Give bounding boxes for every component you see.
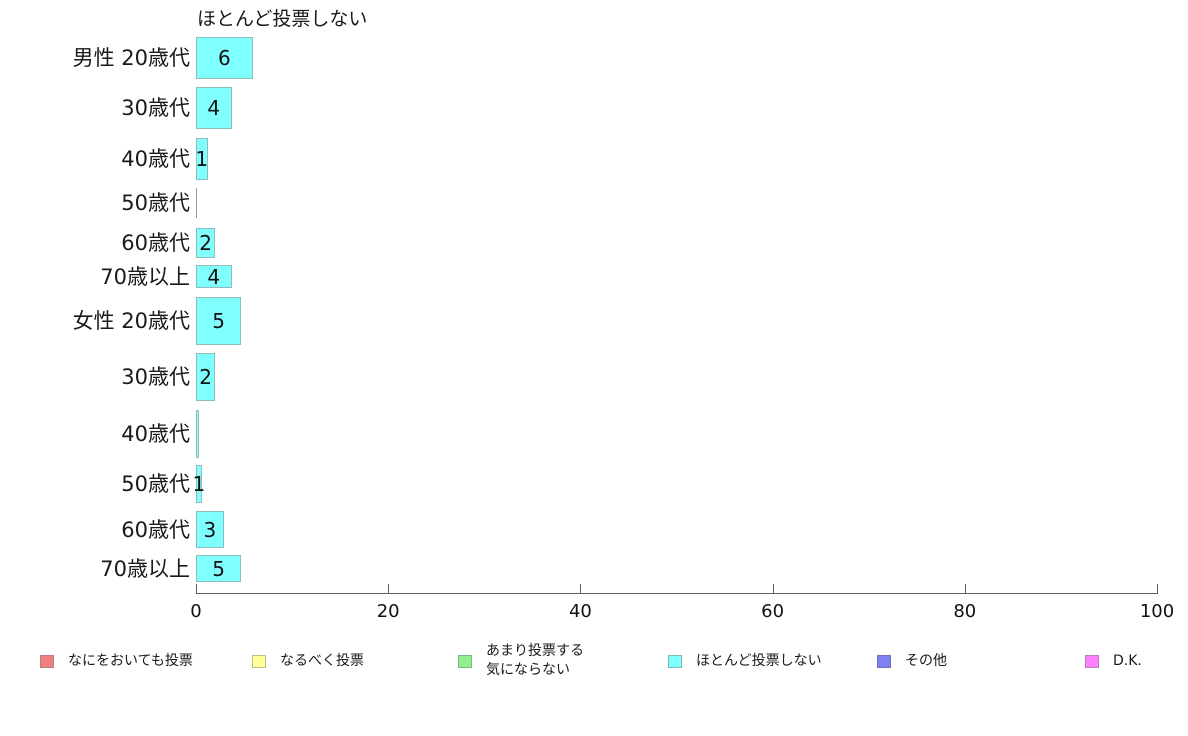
- x-axis-tick-label: 60: [761, 601, 785, 622]
- legend-item: あまり投票する 気にならない: [458, 643, 584, 678]
- x-axis-tick: [196, 584, 197, 593]
- bar-value-label: 2: [199, 365, 212, 389]
- x-axis-tick: [772, 584, 774, 593]
- legend-item-label: その他: [905, 652, 947, 669]
- x-axis-tick-label: 40: [568, 601, 592, 622]
- bar: [196, 410, 200, 458]
- zero-value-bar: [196, 188, 197, 218]
- category-label: 30歳代: [121, 96, 190, 120]
- chart-title: ほとんど投票しない: [197, 8, 368, 30]
- legend-item: なにをおいても投票: [40, 644, 193, 678]
- category-label: 40歳代: [121, 422, 190, 446]
- bar-value-label: 6: [217, 46, 231, 70]
- category-label: 40歳代: [121, 147, 190, 171]
- category-label: 70歳以上: [100, 264, 190, 289]
- bar: 5: [196, 297, 242, 345]
- legend-swatch-icon: [1085, 654, 1099, 668]
- x-axis-line: [196, 593, 1158, 594]
- legend-item-label: あまり投票する 気にならない: [486, 643, 584, 678]
- category-label: 30歳代: [121, 365, 190, 389]
- bar-value-label: 4: [207, 264, 221, 289]
- bar-value-label: 5: [212, 309, 225, 333]
- bar-value-label: 1: [192, 472, 206, 496]
- x-axis-tick: [388, 584, 390, 593]
- bar: 6: [196, 37, 253, 79]
- legend-item-label: ほとんど投票しない: [696, 652, 822, 669]
- x-axis-tick-label: 100: [1139, 601, 1175, 622]
- bar-value-label: 3: [203, 517, 217, 542]
- bar: 1: [193, 465, 205, 503]
- bar: 1: [195, 138, 209, 180]
- bar: 4: [196, 87, 232, 129]
- x-axis-tick: [1157, 584, 1158, 593]
- legend-swatch-icon: [458, 654, 472, 668]
- bar: 4: [196, 264, 232, 289]
- bar: 2: [196, 353, 216, 401]
- legend-item: ほとんど投票しない: [668, 644, 822, 678]
- legend-item: なるべく投票: [252, 644, 364, 678]
- legend-item-label: なにをおいても投票: [68, 652, 193, 669]
- bar: 2: [196, 228, 216, 258]
- legend-item: D.K.: [1085, 644, 1142, 678]
- bar-value-label: 4: [207, 96, 221, 120]
- category-label: 50歳代: [121, 191, 190, 215]
- category-label: 70歳以上: [100, 556, 190, 581]
- legend-swatch-icon: [40, 654, 54, 668]
- bar: 3: [196, 511, 224, 548]
- bar-value-label: 2: [199, 231, 212, 255]
- legend-item-label: なるべく投票: [280, 652, 364, 669]
- legend-swatch-icon: [252, 654, 266, 668]
- bar: 5: [196, 555, 242, 582]
- x-axis-tick-label: 80: [953, 601, 977, 622]
- legend-item: その他: [877, 644, 947, 678]
- category-label: 50歳代: [121, 472, 190, 496]
- category-label: 60歳代: [121, 517, 190, 542]
- x-axis-tick-label: 0: [190, 601, 202, 622]
- x-axis-tick-label: 20: [376, 601, 400, 622]
- category-label: 60歳代: [121, 231, 190, 255]
- category-label: 女性 20歳代: [72, 309, 190, 333]
- legend-swatch-icon: [877, 654, 891, 668]
- legend-item-label: D.K.: [1113, 652, 1142, 669]
- category-label: 男性 20歳代: [72, 46, 190, 70]
- bar-value-label: 1: [195, 147, 209, 171]
- bar-value-label: 5: [212, 556, 225, 581]
- legend-swatch-icon: [668, 654, 682, 668]
- x-axis-tick: [580, 584, 582, 593]
- x-axis-tick: [964, 584, 966, 593]
